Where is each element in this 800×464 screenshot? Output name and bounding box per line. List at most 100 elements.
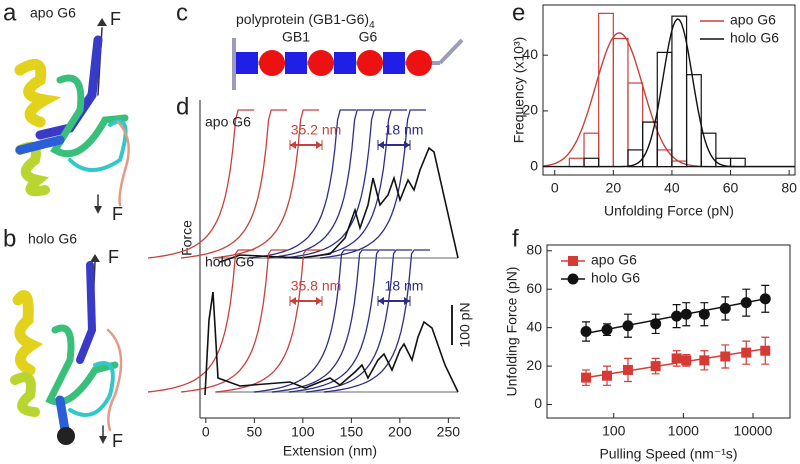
plot-frame xyxy=(546,244,791,419)
domain-label: GB1 xyxy=(282,29,310,45)
wlc-curve xyxy=(249,109,357,259)
dimension-label: 35.8 nm xyxy=(291,278,342,294)
x-tick-label: 50 xyxy=(247,424,263,440)
data-point xyxy=(622,364,633,375)
wlc-curve xyxy=(180,249,288,393)
dimension-label: 18 nm xyxy=(385,122,424,138)
x-axis-label: Extension (nm) xyxy=(283,443,377,459)
structure-b xyxy=(10,254,123,445)
x-axis-label: Unfolding Force (pN) xyxy=(604,203,734,219)
x-tick-label: 20 xyxy=(606,180,622,196)
dimension-label: 35.2 nm xyxy=(291,122,342,138)
structure-title: holo G6 xyxy=(28,231,77,247)
x-tick-label: 1000 xyxy=(668,423,699,439)
legend-label: holo G6 xyxy=(730,30,779,46)
wlc-curve xyxy=(266,109,374,259)
data-point xyxy=(680,308,692,320)
histogram-bar xyxy=(627,82,644,168)
panel-label: d xyxy=(176,93,189,120)
wlc-curve xyxy=(283,109,391,259)
y-axis-label: Frequency (x10³) xyxy=(511,37,527,144)
data-point xyxy=(740,297,752,309)
panel-label: e xyxy=(512,0,525,26)
histogram-bar xyxy=(598,12,614,168)
data-point xyxy=(580,326,592,337)
x-tick-label: 250 xyxy=(437,424,461,440)
schematic-title-main: polyprotein (GB1-G6) xyxy=(236,11,369,27)
data-point xyxy=(650,361,661,372)
x-tick-label: 0 xyxy=(202,424,210,440)
trace-title: apo G6 xyxy=(205,114,251,130)
legend-label: apo G6 xyxy=(591,252,637,268)
marker xyxy=(567,273,579,285)
wlc-curve xyxy=(288,249,396,393)
data-point xyxy=(650,318,662,330)
y-tick-label: 40 xyxy=(526,318,542,334)
wlc-curve xyxy=(212,109,320,259)
panel-label: c xyxy=(176,0,188,26)
data-point xyxy=(720,351,731,362)
data-point xyxy=(759,293,771,305)
histogram-bar xyxy=(729,157,746,168)
domain-label: G6 xyxy=(359,29,378,45)
wlc-curve xyxy=(253,249,361,393)
histogram-bar xyxy=(685,74,702,168)
data-point xyxy=(671,310,683,322)
data-point xyxy=(581,372,592,383)
data-point xyxy=(760,345,771,356)
histogram-bar xyxy=(583,132,600,168)
data-point xyxy=(719,302,731,314)
histogram-bar xyxy=(700,132,717,168)
y-tick-label: 0 xyxy=(530,157,538,173)
gaussian-fit xyxy=(543,18,795,168)
structure-a xyxy=(14,18,130,214)
data-point xyxy=(698,308,710,320)
data-point xyxy=(601,324,613,336)
wlc-curve xyxy=(271,249,379,393)
wlc-curve xyxy=(147,109,255,259)
y-tick-label: 60 xyxy=(526,280,542,296)
x-tick-label: 150 xyxy=(340,424,364,440)
force-label: F xyxy=(110,9,121,29)
marker xyxy=(568,256,578,266)
force-label: F xyxy=(108,247,119,267)
schematic xyxy=(232,38,464,90)
legend-label: apo G6 xyxy=(730,12,776,28)
data-point xyxy=(699,355,710,366)
x-tick-label: 0 xyxy=(551,180,559,196)
y-tick-label: 80 xyxy=(526,241,542,257)
force-label: F xyxy=(112,204,123,224)
x-tick-label: 80 xyxy=(781,180,797,196)
x-tick-label: 60 xyxy=(723,180,739,196)
data-point xyxy=(622,320,634,332)
x-tick-label: 100 xyxy=(602,423,626,439)
x-tick-label: 200 xyxy=(388,424,412,440)
panel-label: f xyxy=(512,225,519,252)
data-point xyxy=(681,355,692,366)
y-tick-label: 0 xyxy=(534,395,542,411)
histogram-bar xyxy=(612,37,629,168)
data-point xyxy=(671,353,682,364)
wlc-curve xyxy=(147,249,255,393)
x-tick-label: 40 xyxy=(664,180,680,196)
schematic-title-sub: 4 xyxy=(369,20,375,31)
wlc-curve xyxy=(305,249,413,393)
data-point xyxy=(601,370,612,381)
y-tick-label: 40 xyxy=(522,46,538,62)
plot-frame xyxy=(542,4,796,176)
y-axis-label: Unfolding Force (pN) xyxy=(504,267,520,397)
trace-title: holo G6 xyxy=(205,254,254,270)
wlc-curve xyxy=(215,249,323,393)
data-point xyxy=(741,347,752,358)
dimension-label: 18 nm xyxy=(385,278,424,294)
x-tick-label: 100 xyxy=(291,424,315,440)
force-label: F xyxy=(112,431,123,451)
structure-title: apo G6 xyxy=(30,5,76,21)
force-trace xyxy=(204,291,459,396)
y-tick-label: 20 xyxy=(526,357,542,373)
y-tick-label: 20 xyxy=(522,102,538,118)
histogram-bar xyxy=(583,157,600,168)
scale-bar-label: 100 pN xyxy=(457,302,473,347)
wlc-curve xyxy=(323,249,431,393)
